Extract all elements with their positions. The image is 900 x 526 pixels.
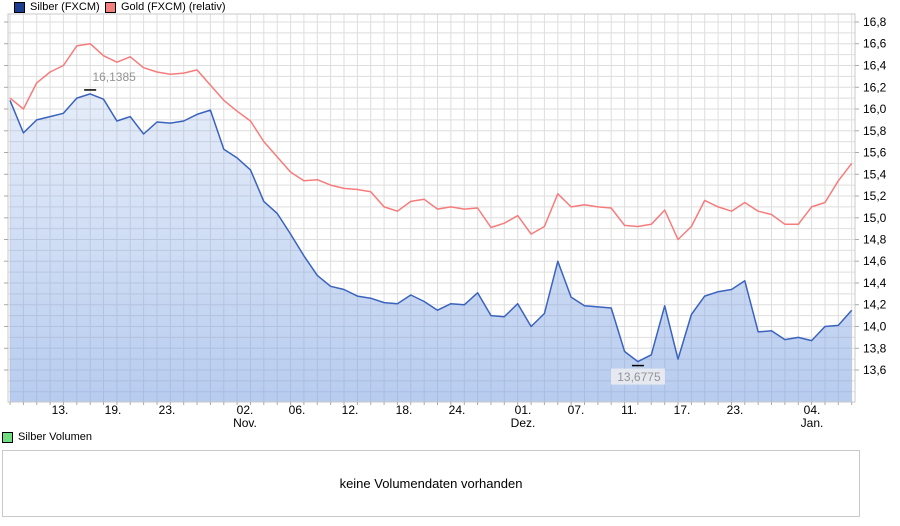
y-axis-labels: 16,8 16,6 16,4 16,2 16,0 15,8 15,6 15,4 15,2 15,0… (863, 15, 887, 377)
svg-text:14,6: 14,6 (863, 254, 887, 268)
svg-text:17.: 17. (674, 403, 691, 417)
svg-text:15,2: 15,2 (863, 189, 887, 203)
svg-text:04.: 04. (804, 403, 821, 417)
svg-text:24.: 24. (449, 403, 466, 417)
svg-text:Nov.: Nov. (233, 416, 257, 430)
svg-text:15,0: 15,0 (863, 211, 887, 225)
svg-text:19.: 19. (105, 403, 122, 417)
plot-border (7, 13, 856, 403)
svg-text:12.: 12. (342, 403, 359, 417)
svg-text:15,4: 15,4 (863, 167, 887, 181)
svg-text:07.: 07. (568, 403, 585, 417)
svg-text:16,1385: 16,1385 (92, 70, 136, 84)
svg-text:Jan.: Jan. (801, 416, 824, 430)
svg-text:13,6775: 13,6775 (617, 370, 661, 384)
svg-text:13.: 13. (52, 403, 69, 417)
svg-text:01.: 01. (515, 403, 532, 417)
svg-text:16,2: 16,2 (863, 80, 887, 94)
svg-text:13,8: 13,8 (863, 341, 887, 355)
silver-area (10, 93, 852, 403)
legend-silver-label: Silber (FXCM) (30, 1, 100, 13)
svg-text:15,6: 15,6 (863, 146, 887, 160)
svg-text:02.: 02. (237, 403, 254, 417)
legend-gold-label: Gold (FXCM) (relativ) (121, 1, 226, 13)
svg-text:16,6: 16,6 (863, 37, 887, 51)
min-annotation: 13,6775 (610, 364, 665, 385)
legend-volume-label: Silber Volumen (18, 431, 92, 443)
svg-text:14,0: 14,0 (863, 320, 887, 334)
legend-item-gold[interactable]: Gold (FXCM) (relativ) (105, 2, 226, 13)
svg-text:23.: 23. (727, 403, 744, 417)
svg-text:15,8: 15,8 (863, 124, 887, 138)
svg-text:18.: 18. (396, 403, 413, 417)
gold-series-swatch-icon (105, 2, 116, 13)
legend-item-silver[interactable]: Silber (FXCM) (14, 2, 100, 13)
max-annotation: 16,1385 (84, 70, 136, 91)
price-chart-canvas[interactable]: 16,8 16,6 16,4 16,2 16,0 15,8 15,6 15,4 15,2 15,0… (0, 0, 900, 432)
tick-marks (4, 21, 859, 405)
silver-line (9, 93, 853, 363)
svg-text:Dez.: Dez. (511, 416, 536, 430)
gold-line (9, 42, 853, 241)
svg-text:13,6: 13,6 (863, 363, 887, 377)
volume-panel: keine Volumendaten vorhanden (2, 450, 860, 517)
silver-series-swatch-icon (14, 2, 25, 13)
x-axis-labels: 13. 19. 23. 02.Nov. 06. 12. 18. 24. 01.Dez. 07. 11… (52, 403, 824, 430)
svg-text:16,4: 16,4 (863, 59, 887, 73)
svg-text:14,8: 14,8 (863, 233, 887, 247)
volume-empty-message: keine Volumendaten vorhanden (339, 476, 523, 491)
svg-text:23.: 23. (159, 403, 176, 417)
volume-series-swatch-icon (2, 431, 13, 443)
svg-text:16,8: 16,8 (863, 15, 887, 29)
svg-text:06.: 06. (289, 403, 306, 417)
svg-text:11.: 11. (621, 403, 637, 417)
svg-text:14,4: 14,4 (863, 276, 887, 290)
svg-text:14,2: 14,2 (863, 298, 887, 312)
legend-item-volume[interactable]: Silber Volumen (2, 431, 92, 443)
svg-text:16,0: 16,0 (863, 102, 887, 116)
